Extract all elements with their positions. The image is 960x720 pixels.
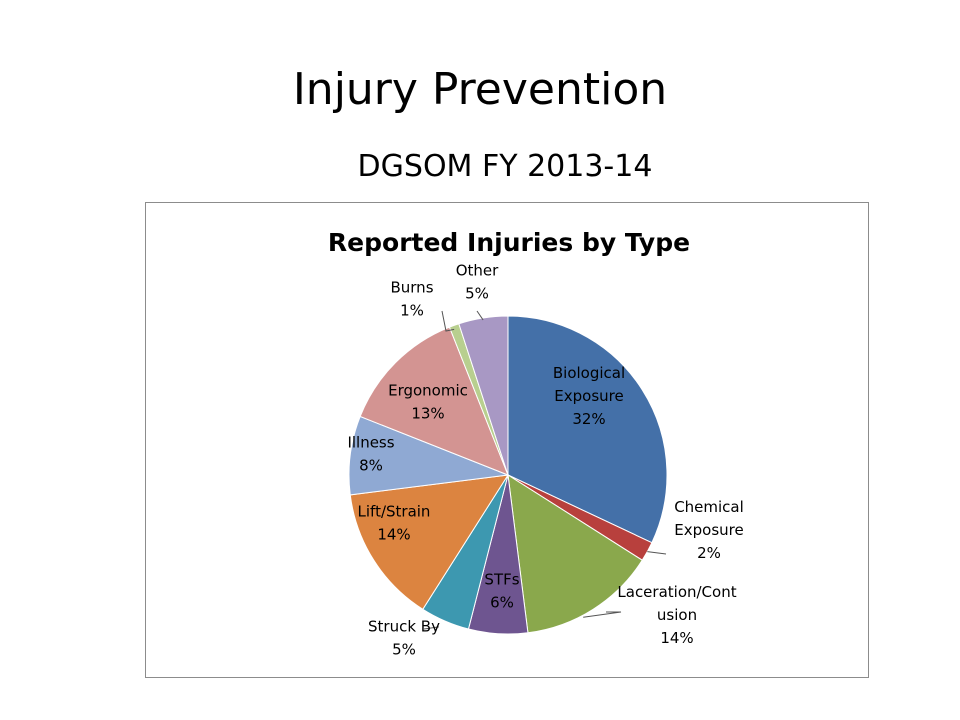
chart-title: Reported Injuries by Type [328, 228, 690, 257]
slide-subtitle: DGSOM FY 2013-14 [357, 149, 653, 184]
slice-labels: Biological Exposure 32% Chemical Exposure 2% L… [347, 262, 743, 659]
leader-line-chemical-exposure [647, 551, 667, 555]
leader-line-laceration-contusion [583, 611, 622, 618]
chart-frame: Reported Injuries by Type Biological Expo… [145, 202, 869, 678]
leader-line-struck-by [423, 626, 439, 630]
slice-label-ergonomic: Ergonomic 13% [388, 382, 468, 423]
pie-slice-laceration-contusion [507, 474, 643, 634]
slide-title: Injury Prevention [292, 64, 668, 115]
leader-lines [423, 310, 667, 630]
slice-label-struck-by: Struck By 5% [368, 618, 440, 659]
slice-label-burns: Burns 1% [390, 279, 433, 320]
leader-line-other [476, 310, 484, 321]
slice-label-lift-strain: Lift/Strain 14% [358, 503, 431, 544]
pie-slice-other [458, 315, 509, 476]
slice-label-other: Other 5% [456, 262, 499, 303]
slice-label-chemical-exposure: Chemical Exposure 2% [674, 498, 744, 562]
pie-chart: Reported Injuries by Type Biological Expo… [328, 228, 744, 659]
slice-label-stfs: STFs 6% [484, 571, 519, 612]
slice-label-biological-exposure: Biological Exposure 32% [553, 364, 625, 428]
slice-label-illness: Illness 8% [347, 434, 394, 475]
pie-slice-biological-exposure [507, 315, 668, 544]
slice-label-laceration-contusion: Laceration/Cont usion 14% [617, 583, 736, 647]
pie-slice-ergonomic [359, 326, 509, 476]
pie-slices [348, 315, 668, 635]
pie-slice-lift-strain [349, 474, 509, 610]
leader-line-burns [441, 310, 455, 332]
